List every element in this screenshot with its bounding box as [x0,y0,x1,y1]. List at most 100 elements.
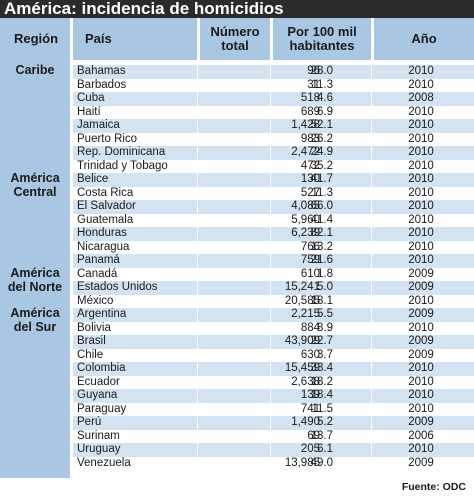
total-cell: 2,215 [291,308,320,320]
country-cell: Bahamas [77,65,126,77]
rate-cell: 4.6 [317,92,333,104]
total-cell: 983 [300,132,320,145]
year-cell: 2010 [408,105,434,118]
year-cell: 2010 [408,227,434,239]
table-row: Argentina 2,215 5.5 2009 [73,308,474,322]
rate-cell: 26.2 [310,132,333,145]
table-row: Panamá 759 21.6 2010 [73,254,474,268]
country-cell: Uruguay [77,443,121,455]
year-cell: 2009 [408,267,434,280]
year-cell: 2010 [408,132,434,145]
total-cell: 884 [300,321,320,334]
year-cell: 2010 [408,321,434,334]
region-label-line: Central [13,185,57,199]
rate-cell: 24.9 [310,146,333,158]
table-row: Nicaragua 766 13.2 2010 [73,241,474,255]
table-row: Costa Rica 527 11.3 2010 [73,187,474,201]
total-cell: 766 [300,240,320,253]
year-cell: 2010 [408,200,434,212]
country-cell: Surinam [77,429,120,442]
country-cell: Paraguay [77,402,127,415]
rate-cell: 11.3 [311,78,333,91]
total-cell: 610 [300,267,320,280]
country-cell: Belice [77,173,109,185]
table-row: Ecuador 2,638 18.2 2010 [73,376,474,390]
table-row: Uruguay 205 6.1 2010 [73,443,474,457]
rate-cell: 8.9 [317,321,333,334]
country-cell: Canadá [77,267,118,280]
year-cell: 2010 [408,254,434,266]
header-region: Región [0,18,70,60]
footer [0,478,474,500]
total-cell: 15,241 [284,281,320,293]
chart-title: América: incidencia de homicidios [0,0,474,18]
table-row: Canadá 610 1.8 2009 [73,268,474,282]
country-cell: Jamaica [77,119,120,131]
country-cell: Chile [77,348,104,361]
header-year: Año [374,18,474,60]
year-cell: 2009 [408,308,434,320]
table-row: Perú 1,490 5.2 2009 [73,416,474,430]
table-row: México 20,585 18.1 2010 [73,295,474,309]
rate-cell: 5.5 [317,308,333,320]
header-rate-line2: habitantes [289,38,355,53]
table-row: Jamaica 1,428 52.1 2010 [73,119,474,133]
total-cell: 13,985 [284,456,320,469]
region-label-line: del Sur [13,320,57,334]
country-cell: Estados Unidos [77,281,158,293]
country-cell: Bolivia [77,321,111,334]
rate-cell: 11.3 [311,186,333,199]
region-label-line: del Norte [7,279,63,294]
rate-cell: 22.7 [310,335,333,347]
total-cell: 518 [300,92,320,104]
country-cell: Panamá [77,254,120,266]
table-row: Guyana 139 18.4 2010 [73,389,474,403]
total-cell: 1,490 [291,416,320,428]
rate-cell: 6.1 [317,443,333,455]
table-row: Bahamas 96 28.0 2010 [73,65,474,79]
year-cell: 2009 [408,456,434,469]
table-row: Bolivia 884 8.9 2010 [73,322,474,336]
total-cell: 15,459 [284,362,320,374]
column-divider [371,60,372,478]
country-cell: Barbados [77,78,127,91]
year-cell: 2010 [408,294,434,307]
year-cell: 2010 [408,78,434,91]
country-cell: Venezuela [77,456,131,469]
country-cell: Brasil [77,335,106,347]
rate-cell: 41.7 [310,173,333,185]
country-cell: Puerto Rico [77,132,138,145]
country-cell: Honduras [77,227,127,239]
country-cell: México [77,294,114,307]
total-cell: 4,085 [291,200,320,212]
total-cell: 205 [300,443,320,455]
table-row: Venezuela 13,985 49.0 2009 [73,457,474,471]
table-row: El Salvador 4,085 66.0 2010 [73,200,474,214]
year-cell: 2009 [408,348,434,361]
region-label: América del Sur [0,306,70,334]
rate-cell: 3.7 [317,348,333,361]
country-cell: Cuba [77,92,105,104]
table-row: Guatemala 5,960 41.4 2010 [73,214,474,228]
rate-cell: 18.2 [310,375,333,388]
source-note: Fuente: ODC [401,481,466,493]
rate-cell: 28.0 [310,65,333,77]
year-cell: 2010 [408,362,434,374]
table-row: Surinam 69 13.7 2006 [73,430,474,444]
country-cell: Colombia [77,362,126,374]
rate-cell: 1.8 [317,267,333,280]
region-column: Caribe América Central América del Norte Amér… [0,60,70,478]
column-divider [197,60,198,478]
region-label-line: América [10,265,60,280]
rate-cell: 13.7 [310,429,333,442]
header-rate-line1: Por 100 mil [287,24,357,39]
year-cell: 2010 [408,240,434,253]
rate-cell: 18.1 [310,294,333,307]
country-cell: Ecuador [77,375,120,388]
region-label: América Central [0,171,70,199]
rate-cell: 5.0 [317,281,333,293]
total-cell: 2,638 [291,375,320,388]
table-row: Haití 689 6.9 2010 [73,106,474,120]
table-row: Puerto Rico 983 26.2 2010 [73,133,474,147]
